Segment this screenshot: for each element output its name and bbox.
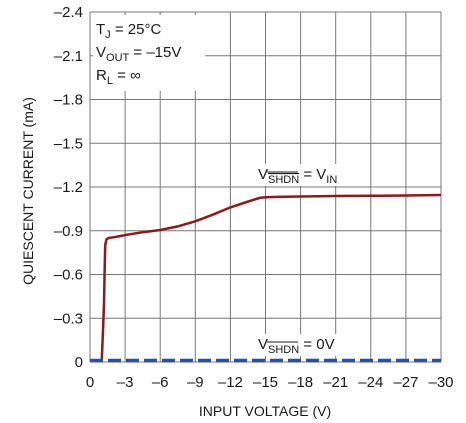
y-tick-label: –0.9	[54, 223, 83, 240]
x-tick-label: –24	[358, 374, 383, 391]
y-tick-labels: 0 –0.3 –0.6 –0.9 –1.2 –1.5 –1.8 –2.1 –2.4	[54, 4, 83, 371]
condition-tj: TJ = 25°C	[96, 21, 161, 41]
x-tick-label: –18	[288, 374, 313, 391]
x-tick-label: –21	[323, 374, 348, 391]
conditions-box	[93, 15, 205, 91]
x-tick-labels: 0 –3 –6 –9 –12 –15 –18 –21 –24 –27 –30	[86, 374, 454, 391]
y-tick-label: –1.5	[54, 135, 83, 152]
y-tick-label: 0	[75, 354, 83, 371]
series-label-bg-vin	[256, 164, 362, 186]
y-axis-label: QUIESCENT CURRENT (mA)	[20, 97, 36, 285]
x-tick-label: 0	[86, 374, 94, 391]
series-line-vshdn-vin	[100, 193, 442, 363]
x-tick-label: –15	[253, 374, 278, 391]
y-tick-label: –0.3	[54, 310, 83, 327]
x-tick-label: –30	[428, 374, 453, 391]
series-label-vshdn-vin: VSHDN = VIN	[258, 166, 337, 186]
series-label-vshdn-0v: VSHDN = 0V	[258, 336, 335, 356]
y-tick-label: –1.2	[54, 179, 83, 196]
condition-rl: RL = ∞	[96, 67, 141, 87]
x-tick-label: –9	[187, 374, 204, 391]
x-tick-label: –27	[393, 374, 418, 391]
y-tick-label: –0.6	[54, 267, 83, 284]
y-tick-label: –2.4	[54, 4, 83, 21]
x-tick-label: –3	[117, 374, 134, 391]
x-axis-label: INPUT VOLTAGE (V)	[199, 403, 331, 419]
series-label-bg-0v	[256, 334, 350, 356]
y-tick-label: –1.8	[54, 92, 83, 109]
condition-vout: VOUT = –15V	[96, 44, 181, 64]
x-tick-label: –12	[218, 374, 243, 391]
x-tick-label: –6	[152, 374, 169, 391]
y-tick-label: –2.1	[54, 48, 83, 65]
